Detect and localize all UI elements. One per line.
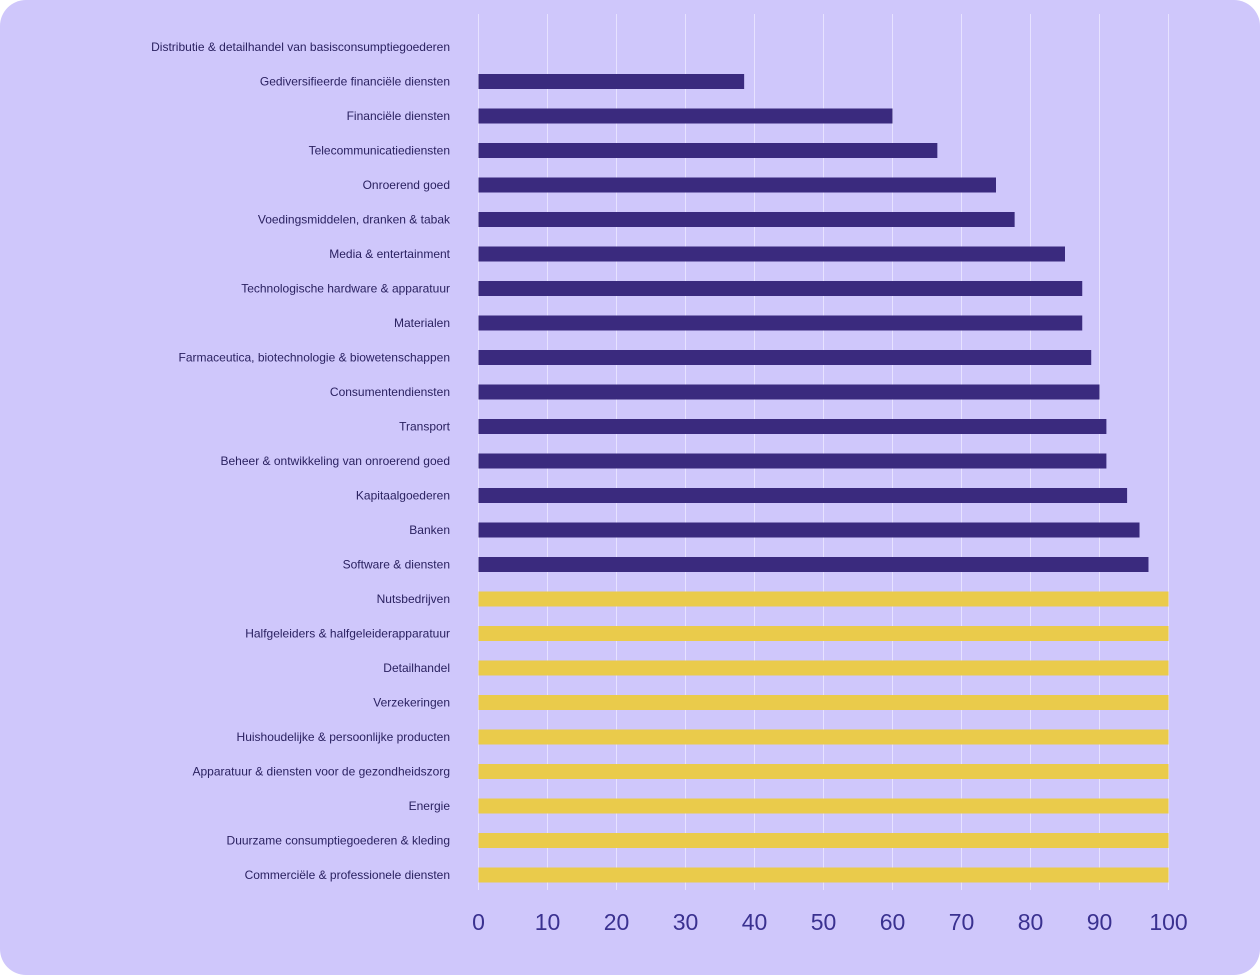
bar [478, 143, 938, 158]
category-label: Duurzame consumptiegoederen & kleding [227, 834, 450, 848]
category-label: Detailhandel [383, 661, 450, 675]
x-tick-label: 80 [1018, 909, 1044, 935]
x-tick-label: 40 [742, 909, 768, 935]
category-label: Onroerend goed [363, 178, 450, 192]
bar [478, 522, 1140, 538]
category-label: Verzekeringen [373, 696, 450, 710]
category-label: Telecommunicatiediensten [309, 144, 450, 158]
category-label: Materialen [394, 316, 450, 330]
bars [478, 74, 1169, 883]
x-tick-label: 50 [811, 909, 837, 935]
bar [478, 419, 1107, 434]
x-tick-label: 0 [472, 909, 485, 935]
category-label: Beheer & ontwikkeling van onroerend goed [221, 454, 451, 468]
bar [478, 212, 1015, 227]
x-axis-ticks: 0 10 20 30 40 50 60 70 80 90 100 [472, 909, 1188, 935]
bar [478, 74, 745, 89]
category-labels: Distributie & detailhandel van basiscons… [151, 40, 451, 882]
bar [478, 833, 1169, 848]
bar [478, 246, 1065, 262]
category-label: Voedingsmiddelen, dranken & tabak [258, 213, 451, 227]
bar [478, 384, 1100, 400]
bar [478, 695, 1169, 710]
bar [478, 626, 1169, 641]
category-label: Energie [409, 799, 451, 813]
bar [478, 764, 1169, 779]
category-label: Huishoudelijke & persoonlijke producten [237, 730, 450, 744]
bar [478, 453, 1107, 469]
x-tick-label: 10 [535, 909, 561, 935]
category-label: Distributie & detailhandel van basiscons… [151, 40, 450, 54]
bar [478, 729, 1169, 745]
category-label: Nutsbedrijven [377, 592, 450, 606]
category-label: Farmaceutica, biotechnologie & biowetens… [178, 351, 450, 365]
x-tick-label: 30 [673, 909, 699, 935]
bar [478, 350, 1092, 365]
category-label: Media & entertainment [329, 247, 450, 261]
x-tick-label: 70 [949, 909, 975, 935]
bar [478, 108, 893, 124]
category-label: Financiële diensten [347, 109, 450, 123]
bar [478, 867, 1169, 883]
bar [478, 177, 996, 193]
bar [478, 281, 1083, 296]
category-label: Transport [399, 420, 451, 434]
category-label: Commerciële & professionele diensten [245, 868, 450, 882]
bar [478, 557, 1149, 572]
category-label: Halfgeleiders & halfgeleiderapparatuur [245, 627, 450, 641]
category-label: Banken [409, 523, 450, 537]
bar [478, 315, 1083, 331]
category-label: Apparatuur & diensten voor de gezondheid… [192, 765, 450, 779]
bar [478, 488, 1128, 503]
category-label: Consumentendiensten [330, 385, 450, 399]
bar [478, 591, 1169, 607]
bar [478, 798, 1169, 814]
category-label: Kapitaalgoederen [356, 489, 450, 503]
x-tick-label: 20 [604, 909, 630, 935]
x-tick-label: 90 [1087, 909, 1113, 935]
category-label: Technologische hardware & apparatuur [241, 282, 450, 296]
x-tick-label: 100 [1149, 909, 1187, 935]
category-label: Software & diensten [343, 558, 450, 572]
bar [478, 660, 1169, 676]
x-tick-label: 60 [880, 909, 906, 935]
category-label: Gediversifieerde financiële diensten [260, 75, 450, 89]
